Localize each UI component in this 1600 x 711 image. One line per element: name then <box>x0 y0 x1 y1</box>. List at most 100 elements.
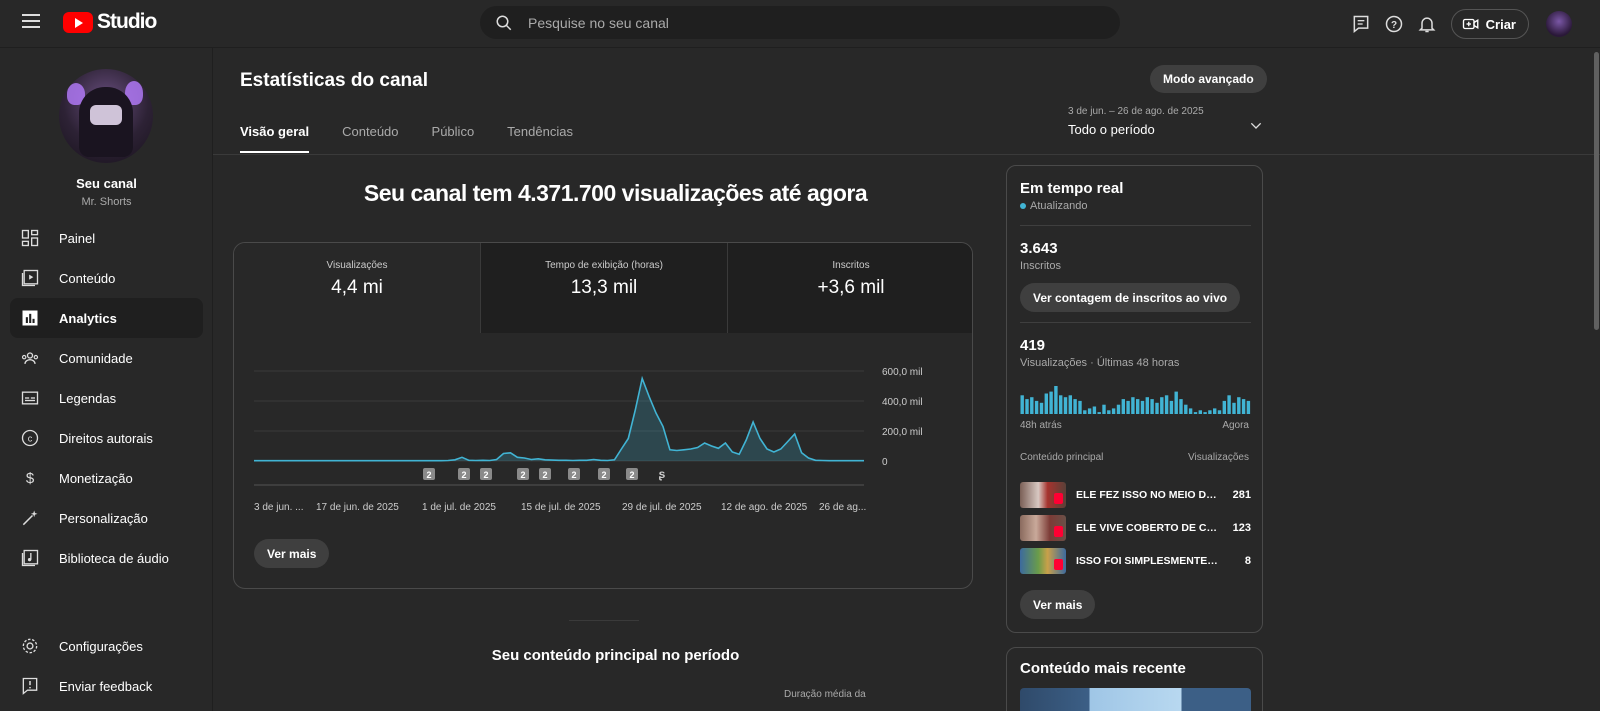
realtime-bar[interactable] <box>1126 400 1130 414</box>
sidebar-item-label: Conteúdo <box>59 270 116 286</box>
tab-visao-geral[interactable]: Visão geral <box>240 124 310 153</box>
realtime-bar[interactable] <box>1030 397 1034 414</box>
realtime-bar[interactable] <box>1049 391 1053 414</box>
upload-marker[interactable]: 2 <box>539 468 551 480</box>
realtime-bar[interactable] <box>1227 395 1231 414</box>
realtime-bar[interactable] <box>1160 397 1164 414</box>
realtime-bar[interactable] <box>1198 410 1202 414</box>
realtime-bar[interactable] <box>1116 404 1121 414</box>
tab-publico[interactable]: Público <box>431 124 475 139</box>
realtime-bar[interactable] <box>1034 400 1039 414</box>
tab-tendencias[interactable]: Tendências <box>507 124 573 139</box>
realtime-bar[interactable] <box>1232 402 1236 414</box>
realtime-bar[interactable] <box>1068 395 1072 414</box>
realtime-views-bar-chart[interactable] <box>1020 384 1251 414</box>
sidebar-item-painel[interactable]: Painel <box>10 218 203 258</box>
sidebar-item-analytics[interactable]: Analytics <box>10 298 203 338</box>
upload-marker[interactable]: 2 <box>517 468 529 480</box>
realtime-bar[interactable] <box>1078 400 1082 414</box>
help-icon[interactable]: ? <box>1383 13 1405 35</box>
realtime-bar[interactable] <box>1131 397 1135 414</box>
realtime-bar[interactable] <box>1208 410 1212 414</box>
realtime-bar[interactable] <box>1111 408 1116 414</box>
search-bar[interactable] <box>480 6 1120 39</box>
realtime-bar[interactable] <box>1073 399 1077 414</box>
realtime-bar[interactable] <box>1246 400 1251 414</box>
realtime-bar[interactable] <box>1203 412 1207 414</box>
realtime-bar[interactable] <box>1213 408 1217 414</box>
notifications-icon[interactable] <box>1416 13 1438 35</box>
sidebar-item-comunidade[interactable]: Comunidade <box>10 338 203 378</box>
realtime-bar[interactable] <box>1121 399 1125 414</box>
realtime-bar[interactable] <box>1136 399 1140 414</box>
realtime-bar[interactable] <box>1039 402 1044 414</box>
realtime-bar[interactable] <box>1179 399 1183 414</box>
sidebar-item-personalizacao[interactable]: Personalização <box>10 498 203 538</box>
realtime-bar[interactable] <box>1025 399 1029 414</box>
realtime-bar[interactable] <box>1140 400 1145 414</box>
date-range-selector[interactable]: 3 de jun. – 26 de ago. de 2025 Todo o pe… <box>1068 106 1268 137</box>
realtime-bar[interactable] <box>1237 397 1241 414</box>
realtime-bar[interactable] <box>1169 400 1174 414</box>
see-more-button[interactable]: Ver mais <box>254 539 330 568</box>
realtime-bar[interactable] <box>1222 400 1226 414</box>
realtime-bar[interactable] <box>1164 395 1169 414</box>
realtime-bar[interactable] <box>1145 397 1149 414</box>
content-icon <box>20 268 40 288</box>
realtime-bar[interactable] <box>1083 410 1087 414</box>
studio-logo[interactable]: Studio <box>63 10 157 34</box>
menu-icon[interactable] <box>22 14 40 28</box>
metric-views[interactable]: Visualizações 4,4 mi <box>234 243 480 333</box>
live-subscriber-count-button[interactable]: Ver contagem de inscritos ao vivo <box>1020 283 1241 312</box>
top-bar: Studio ? Criar <box>0 0 1600 48</box>
realtime-bar[interactable] <box>1184 404 1188 414</box>
comments-icon[interactable] <box>1350 13 1372 35</box>
advanced-mode-button[interactable]: Modo avançado <box>1150 65 1267 93</box>
upload-marker[interactable]: 2 <box>480 468 492 480</box>
list-item[interactable]: ELE VIVE COBERTO DE CA... 123 <box>1020 514 1251 541</box>
sidebar-item-legendas[interactable]: Legendas <box>10 378 203 418</box>
account-avatar[interactable] <box>1546 11 1572 37</box>
realtime-bar[interactable] <box>1063 397 1068 414</box>
latest-content-thumbnail[interactable] <box>1020 688 1251 711</box>
sidebar-item-configuracoes[interactable]: Configurações <box>10 626 203 666</box>
metric-watch-time[interactable]: Tempo de exibição (horas) 13,3 mil <box>480 243 727 333</box>
realtime-bar[interactable] <box>1188 408 1193 414</box>
list-item[interactable]: ELE FEZ ISSO NO MEIO DA... 281 <box>1020 481 1251 508</box>
realtime-bar[interactable] <box>1102 404 1106 414</box>
realtime-bar[interactable] <box>1059 395 1063 414</box>
upload-marker[interactable]: 2 <box>423 468 435 480</box>
realtime-bar[interactable] <box>1044 393 1048 415</box>
realtime-bar[interactable] <box>1150 399 1154 414</box>
realtime-bar[interactable] <box>1097 412 1101 414</box>
shorts-marker-icon[interactable]: ʂ <box>656 467 668 481</box>
channel-avatar[interactable] <box>59 69 153 163</box>
realtime-bar[interactable] <box>1174 391 1178 414</box>
sidebar-item-enviar-feedback[interactable]: Enviar feedback <box>10 666 203 706</box>
create-button[interactable]: Criar <box>1450 9 1529 39</box>
views-line-chart[interactable]: 600,0 mil 400,0 mil 200,0 mil 0 2 2 2 2 2 2 2 2 ʂ 3 d… <box>234 333 973 533</box>
metric-subscribers[interactable]: Inscritos +3,6 mil <box>727 243 972 333</box>
upload-marker[interactable]: 2 <box>598 468 610 480</box>
search-input[interactable] <box>528 14 1088 31</box>
realtime-bar[interactable] <box>1107 410 1111 414</box>
sidebar-item-biblioteca-audio[interactable]: Biblioteca de áudio <box>10 538 203 578</box>
realtime-bar[interactable] <box>1241 399 1246 414</box>
realtime-bar[interactable] <box>1092 406 1097 415</box>
sidebar-item-monetizacao[interactable]: $ Monetização <box>10 458 203 498</box>
upload-marker[interactable]: 2 <box>568 468 580 480</box>
tab-conteudo[interactable]: Conteúdo <box>342 124 399 139</box>
realtime-bar[interactable] <box>1054 386 1058 414</box>
upload-marker[interactable]: 2 <box>626 468 638 480</box>
sidebar-item-conteudo[interactable]: Conteúdo <box>10 258 203 298</box>
realtime-bar[interactable] <box>1020 395 1024 414</box>
realtime-bar[interactable] <box>1217 410 1222 414</box>
sidebar-item-direitos-autorais[interactable]: c Direitos autorais <box>10 418 203 458</box>
list-item[interactable]: ISSO FOI SIMPLESMENTE IN... 8 <box>1020 547 1251 574</box>
realtime-see-more-button[interactable]: Ver mais <box>1020 590 1096 619</box>
realtime-bar[interactable] <box>1193 412 1198 414</box>
scrollbar[interactable] <box>1594 52 1599 330</box>
realtime-bar[interactable] <box>1155 402 1159 414</box>
upload-marker[interactable]: 2 <box>458 468 470 480</box>
realtime-bar[interactable] <box>1087 408 1092 414</box>
